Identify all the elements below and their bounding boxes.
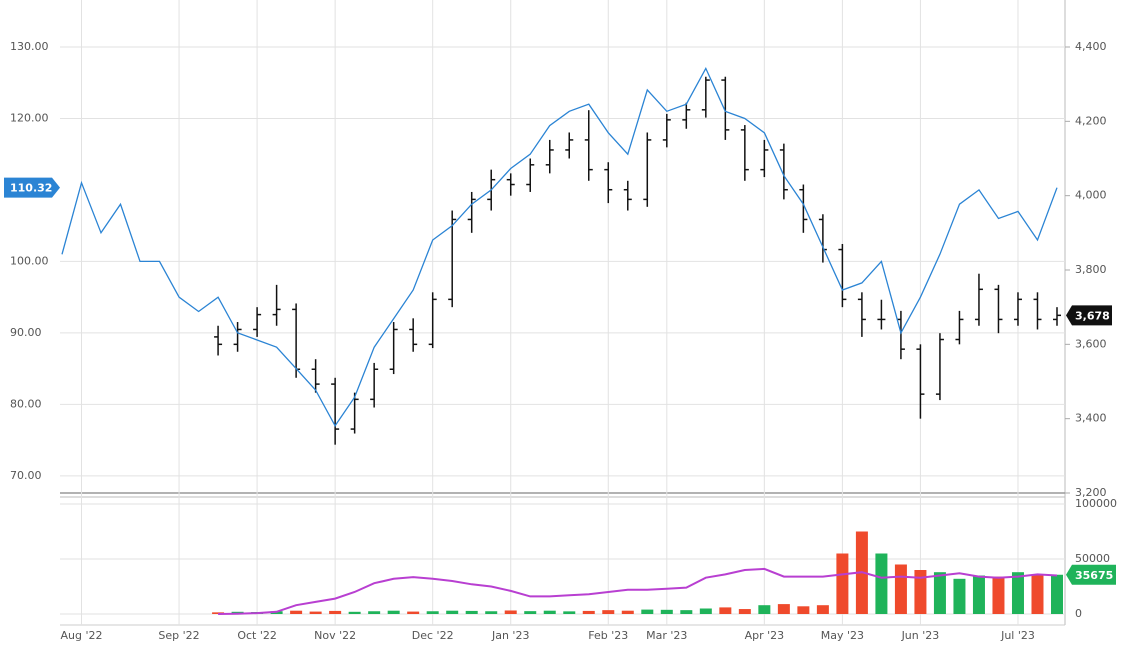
- y-tick-label: 90.00: [10, 326, 42, 339]
- volume-bar: [602, 610, 615, 614]
- volume-bar: [894, 564, 907, 614]
- y2-tick-label: 4,400: [1075, 40, 1107, 53]
- x-tick-label: May '23: [821, 629, 864, 642]
- volume-bar: [660, 609, 673, 614]
- volume-bar: [524, 611, 537, 614]
- x-tick-label: Apr '23: [745, 629, 785, 642]
- volume-bar: [387, 610, 400, 614]
- volume-bar: [368, 611, 381, 614]
- volume-bar: [738, 609, 751, 614]
- y-tick-label: 130.00: [10, 40, 49, 53]
- volume-bar: [992, 576, 1005, 614]
- volume-bar: [504, 610, 517, 614]
- x-tick-label: Sep '22: [158, 629, 199, 642]
- volume-bar: [816, 605, 829, 614]
- y2-tick-label: 3,600: [1075, 337, 1107, 350]
- x-tick-label: Aug '22: [61, 629, 103, 642]
- volume-bar: [758, 605, 771, 614]
- volume-tick-label: 100000: [1075, 497, 1117, 510]
- y2-tick-label: 3,200: [1075, 486, 1107, 499]
- volume-tick-label: 0: [1075, 607, 1082, 620]
- volume-bar: [485, 611, 498, 614]
- volume-bar: [1031, 574, 1044, 614]
- x-tick-label: Jan '23: [491, 629, 529, 642]
- x-tick-label: Oct '22: [237, 629, 277, 642]
- y2-tick-label: 4,000: [1075, 189, 1107, 202]
- volume-bar: [953, 578, 966, 614]
- y2-tick-label: 4,200: [1075, 114, 1107, 127]
- volume-bar: [797, 606, 810, 614]
- volume-bar: [212, 612, 225, 614]
- close-tag-label: 3,678: [1075, 309, 1110, 322]
- volume-bar: [563, 611, 576, 614]
- y2-tick-label: 3,800: [1075, 263, 1107, 276]
- price-tag-label: 110.32: [10, 182, 52, 195]
- y-tick-label: 70.00: [10, 469, 42, 482]
- volume-tag: [1066, 564, 1116, 585]
- price-tag: [4, 177, 60, 198]
- volume-tag-label: 35675: [1075, 569, 1113, 582]
- volume-bar: [407, 611, 420, 614]
- x-tick-label: Mar '23: [646, 629, 687, 642]
- y-tick-label: 120.00: [10, 111, 49, 124]
- volume-bar: [290, 610, 303, 614]
- volume-bar: [836, 553, 849, 614]
- volume-bar: [465, 610, 478, 614]
- volume-bar: [446, 610, 459, 614]
- volume-bar: [621, 610, 634, 614]
- volume-bar: [914, 570, 927, 614]
- volume-bar: [348, 611, 361, 614]
- volume-bar: [329, 610, 342, 614]
- volume-bar: [777, 604, 790, 614]
- volume-bar: [972, 575, 985, 614]
- y2-tick-label: 3,400: [1075, 412, 1107, 425]
- volume-bar: [309, 611, 322, 614]
- volume-bar: [680, 610, 693, 614]
- volume-average-line: [218, 567, 1058, 615]
- volume-bar: [1051, 574, 1063, 614]
- volume-bar: [641, 609, 654, 614]
- x-tick-label: Nov '22: [314, 629, 356, 642]
- volume-bar: [426, 611, 439, 614]
- volume-bar: [543, 610, 556, 614]
- y-tick-label: 80.00: [10, 397, 42, 410]
- volume-bar: [933, 572, 946, 614]
- x-tick-label: Dec '22: [412, 629, 454, 642]
- volume-tick-label: 50000: [1075, 552, 1110, 565]
- x-tick-label: Jun '23: [901, 629, 940, 642]
- volume-bar: [582, 610, 595, 614]
- x-tick-label: Feb '23: [588, 629, 628, 642]
- price-line: [61, 66, 1058, 428]
- close-tag: [1066, 305, 1112, 326]
- volume-bar: [1011, 572, 1024, 614]
- x-tick-label: Jul '23: [1000, 629, 1035, 642]
- volume-bar: [719, 607, 732, 614]
- volume-bar: [699, 608, 712, 614]
- volume-bar: [875, 553, 888, 614]
- y-tick-label: 100.00: [10, 254, 49, 267]
